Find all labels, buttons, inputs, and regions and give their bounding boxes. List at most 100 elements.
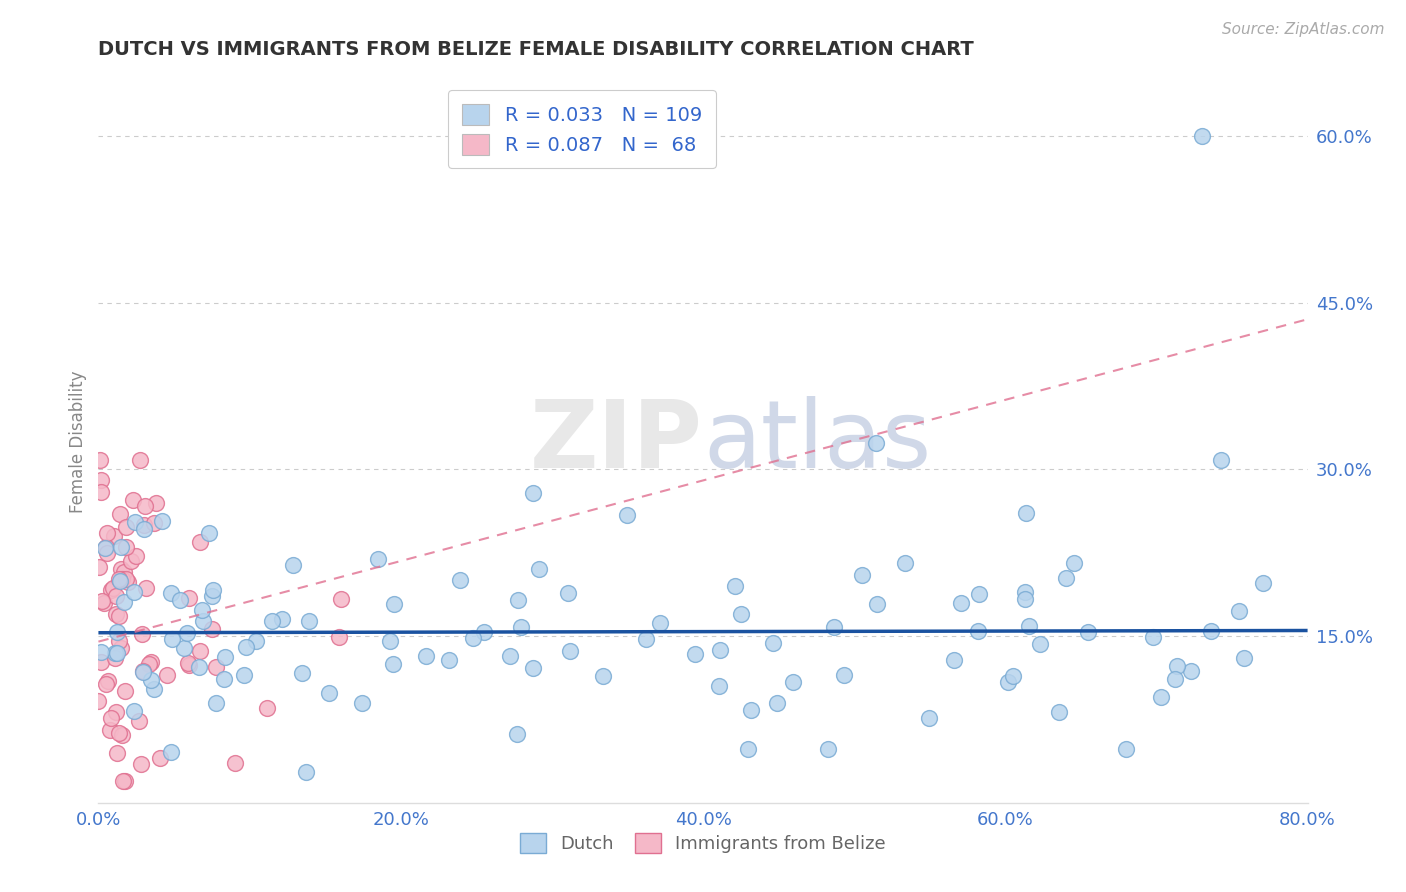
Point	[159, 586, 181, 600]
Point	[1150, 690, 1173, 704]
Point	[762, 636, 785, 650]
Point	[94, 541, 117, 556]
Point	[1251, 576, 1274, 591]
Point	[1164, 672, 1187, 686]
Point	[107, 609, 129, 624]
Point	[115, 541, 138, 555]
Point	[740, 703, 762, 717]
Point	[112, 595, 135, 609]
Point	[1077, 625, 1099, 640]
Point	[94, 677, 117, 691]
Point	[89, 559, 111, 574]
Point	[177, 656, 200, 670]
Point	[260, 614, 283, 628]
Point	[90, 474, 112, 488]
Text: atlas: atlas	[703, 395, 931, 488]
Point	[1018, 619, 1040, 633]
Point	[90, 484, 112, 499]
Point	[1115, 742, 1137, 756]
Point	[97, 673, 120, 688]
Point	[101, 581, 124, 595]
Point	[949, 596, 972, 610]
Point	[592, 669, 614, 683]
Point	[90, 655, 112, 669]
Point	[96, 525, 118, 540]
Text: DUTCH VS IMMIGRANTS FROM BELIZE FEMALE DISABILITY CORRELATION CHART: DUTCH VS IMMIGRANTS FROM BELIZE FEMALE D…	[98, 40, 974, 59]
Point	[131, 756, 153, 771]
Point	[120, 554, 142, 568]
Point	[89, 453, 111, 467]
Point	[108, 634, 131, 648]
Point	[557, 586, 579, 600]
Point	[823, 620, 845, 634]
Point	[1166, 658, 1188, 673]
Point	[1014, 584, 1036, 599]
Point	[527, 562, 550, 576]
Point	[865, 436, 887, 450]
Point	[558, 644, 581, 658]
Point	[188, 535, 211, 549]
Point	[197, 526, 219, 541]
Point	[1054, 571, 1077, 585]
Point	[212, 672, 235, 686]
Point	[648, 616, 671, 631]
Point	[112, 566, 135, 580]
Point	[1191, 128, 1213, 143]
Point	[298, 614, 321, 628]
Point	[191, 615, 214, 629]
Point	[437, 652, 460, 666]
Point	[382, 597, 405, 611]
Point	[367, 552, 389, 566]
Legend: Dutch, Immigrants from Belize: Dutch, Immigrants from Belize	[512, 824, 894, 863]
Point	[1047, 705, 1070, 719]
Point	[1199, 624, 1222, 639]
Point	[967, 624, 990, 639]
Point	[1229, 604, 1251, 618]
Point	[522, 661, 544, 675]
Point	[108, 726, 131, 740]
Point	[103, 529, 125, 543]
Point	[104, 651, 127, 665]
Point	[110, 574, 132, 588]
Point	[329, 592, 352, 607]
Point	[91, 594, 114, 608]
Point	[224, 756, 246, 771]
Point	[134, 500, 156, 514]
Point	[122, 584, 145, 599]
Point	[156, 668, 179, 682]
Point	[918, 711, 941, 725]
Point	[188, 643, 211, 657]
Point	[93, 595, 115, 609]
Point	[104, 607, 127, 622]
Point	[177, 658, 200, 673]
Point	[472, 625, 495, 640]
Point	[115, 572, 138, 586]
Point	[766, 696, 789, 710]
Point	[132, 664, 155, 678]
Point	[1002, 669, 1025, 683]
Point	[117, 574, 139, 589]
Point	[111, 773, 134, 788]
Point	[114, 684, 136, 698]
Point	[509, 620, 531, 634]
Point	[132, 517, 155, 532]
Point	[188, 660, 211, 674]
Point	[737, 742, 759, 756]
Text: Source: ZipAtlas.com: Source: ZipAtlas.com	[1222, 22, 1385, 37]
Point	[201, 589, 224, 603]
Point	[100, 711, 122, 725]
Point	[214, 650, 236, 665]
Point	[1015, 506, 1038, 520]
Point	[142, 516, 165, 530]
Point	[352, 696, 374, 710]
Point	[132, 522, 155, 536]
Point	[142, 682, 165, 697]
Point	[1063, 557, 1085, 571]
Point	[135, 581, 157, 595]
Point	[162, 632, 184, 647]
Point	[967, 587, 990, 601]
Point	[110, 540, 132, 554]
Point	[105, 625, 128, 640]
Point	[709, 643, 731, 657]
Point	[834, 668, 856, 682]
